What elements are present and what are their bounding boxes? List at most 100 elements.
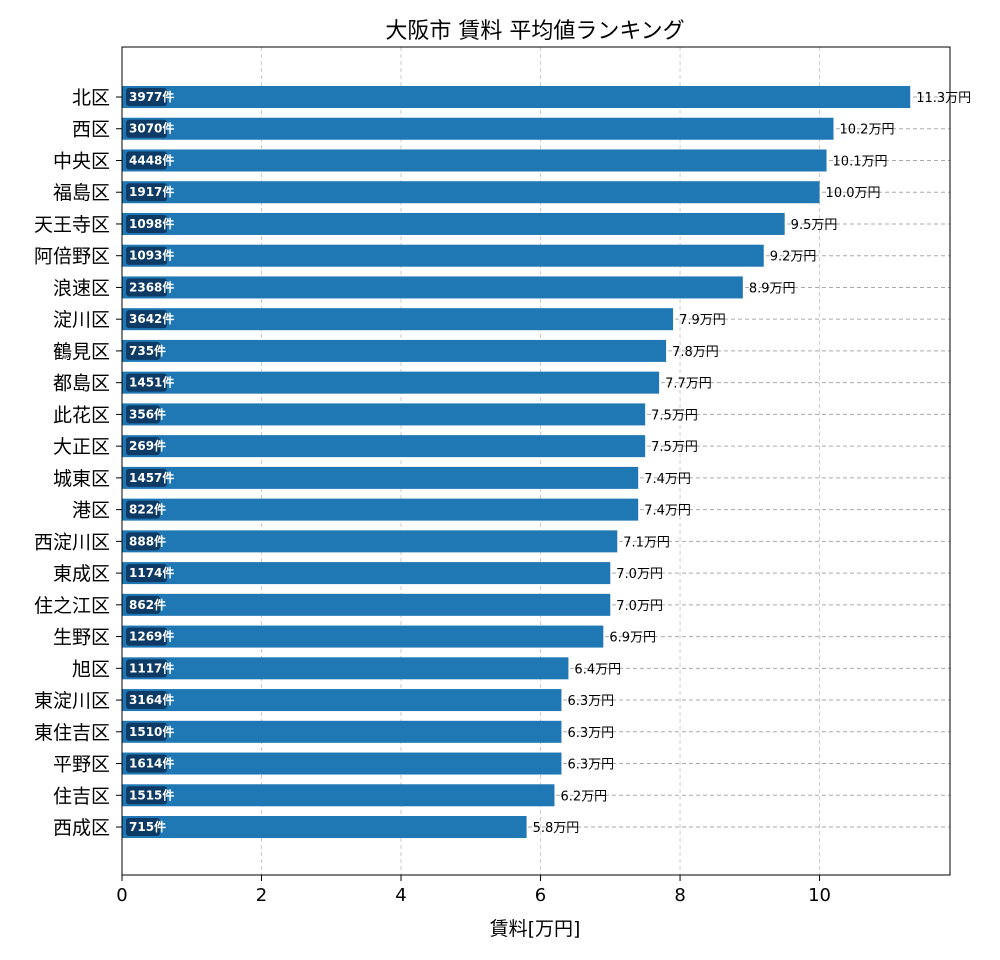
value-label: 10.2万円 (840, 123, 895, 138)
value-label: 7.5万円 (651, 440, 698, 455)
count-badge (126, 88, 167, 106)
value-label: 7.4万円 (644, 472, 691, 487)
count-label: 1451件 (129, 375, 174, 390)
value-label: 6.9万円 (609, 631, 656, 646)
y-tick-label: 中央区 (53, 150, 110, 172)
y-tick-label: 西淀川区 (34, 531, 110, 553)
bar (122, 244, 764, 267)
count-label: 4448件 (129, 152, 174, 167)
plot-frame (121, 46, 951, 876)
y-tick-label: 此花区 (53, 404, 110, 426)
count-label: 3642件 (129, 311, 174, 326)
count-badge (126, 818, 160, 837)
y-tick-label: 福島区 (53, 182, 110, 204)
bar (122, 689, 562, 712)
chart-title: 大阪市 賃料 平均値ランキング (385, 19, 684, 44)
count-label: 2368件 (129, 279, 174, 294)
y-tick-label: 平野区 (53, 754, 110, 776)
count-badge (126, 405, 160, 424)
count-label: 1510件 (129, 724, 174, 739)
count-label: 356件 (129, 406, 166, 421)
count-badge (126, 691, 167, 710)
y-tick-label: 住吉区 (53, 785, 110, 807)
value-label: 6.3万円 (567, 758, 614, 773)
x-tick-label: 4 (395, 885, 406, 906)
y-tick-label: 阿倍野区 (34, 246, 110, 268)
count-label: 1093件 (129, 248, 174, 263)
count-badge (126, 183, 167, 202)
x-tick-label: 0 (116, 885, 127, 906)
bar (122, 403, 646, 426)
count-badge (126, 595, 160, 614)
count-badge (126, 627, 167, 646)
value-label: 8.9万円 (749, 281, 796, 296)
value-label: 10.0万円 (826, 186, 881, 201)
y-tick-label: 東住吉区 (34, 722, 110, 744)
count-label: 822件 (129, 502, 166, 517)
value-label: 7.0万円 (616, 599, 663, 614)
count-badge (126, 246, 167, 265)
count-badge (126, 341, 160, 360)
count-label: 3070件 (129, 121, 174, 136)
value-label: 7.1万円 (623, 535, 670, 550)
bar (122, 593, 611, 616)
value-label: 6.4万円 (574, 662, 621, 677)
value-label: 7.5万円 (651, 408, 698, 423)
count-label: 1117件 (129, 660, 174, 675)
count-label: 888件 (129, 533, 166, 548)
y-tick-label: 生野区 (53, 627, 110, 649)
count-label: 862件 (129, 597, 166, 612)
value-label: 11.3万円 (916, 91, 971, 106)
count-label: 1917件 (129, 184, 174, 199)
y-tick-label: 北区 (72, 87, 110, 109)
y-tick-label: 西成区 (53, 817, 110, 839)
count-label: 269件 (129, 438, 166, 453)
y-tick-label: 西区 (72, 119, 110, 141)
bar (122, 276, 743, 299)
value-label: 6.2万円 (560, 789, 607, 804)
x-axis-label: 賃料[万円] (490, 918, 581, 940)
bar (122, 562, 611, 585)
y-axis-ticks: 北区西区中央区福島区天王寺区阿倍野区浪速区淀川区鶴見区都島区此花区大正区城東区港… (34, 87, 122, 839)
y-tick-label: 大正区 (53, 436, 110, 458)
count-label: 735件 (129, 343, 166, 358)
count-label: 3164件 (129, 692, 174, 707)
y-tick-label: 天王寺区 (34, 214, 110, 236)
y-tick-label: 住之江区 (34, 595, 110, 617)
value-label: 10.1万円 (833, 154, 888, 169)
count-badge (126, 151, 167, 170)
count-badge (126, 373, 167, 392)
value-label: 7.0万円 (616, 567, 663, 582)
count-badge (126, 754, 167, 773)
value-label: 6.3万円 (567, 694, 614, 709)
y-tick-label: 都島区 (53, 373, 110, 395)
count-badge (126, 659, 167, 678)
value-label: 7.4万円 (644, 504, 691, 519)
count-label: 1457件 (129, 470, 174, 485)
x-axis-ticks: 0 2 4 6 8 10 (116, 875, 831, 906)
value-label: 7.9万円 (679, 313, 726, 328)
y-tick-label: 浪速区 (53, 277, 110, 299)
bar (122, 498, 639, 521)
y-tick-label: 東成区 (53, 563, 110, 585)
bar (122, 149, 827, 172)
x-tick-label: 8 (674, 885, 685, 906)
bar (122, 466, 639, 489)
y-tick-label: 城東区 (53, 468, 110, 490)
bar (122, 752, 562, 775)
bar (122, 117, 834, 140)
count-badge (126, 214, 167, 233)
bar (122, 530, 618, 553)
count-badge (126, 278, 167, 297)
count-badge (126, 119, 167, 138)
count-badge (126, 437, 160, 456)
y-tick-label: 東淀川区 (34, 690, 110, 712)
x-tick-label: 2 (256, 885, 267, 906)
count-badge (126, 310, 167, 329)
y-tick-label: 淀川区 (53, 309, 110, 331)
count-label: 1269件 (129, 629, 174, 644)
count-label: 1174件 (129, 565, 174, 580)
bar (122, 308, 674, 331)
x-tick-label: 6 (535, 885, 546, 906)
